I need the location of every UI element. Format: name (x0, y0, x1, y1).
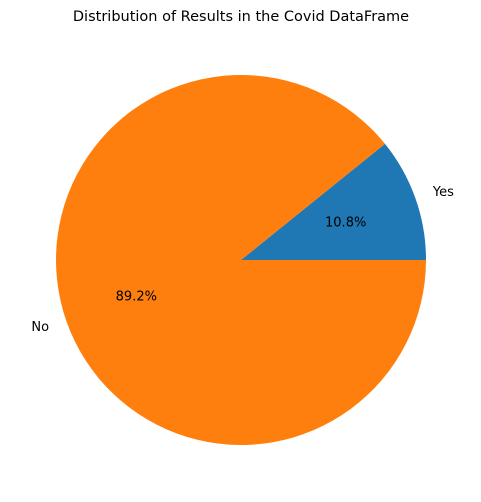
pie-slice-no (55, 74, 426, 446)
pie-slice-yes (241, 143, 426, 260)
slice-percent-yes: 10.8% (325, 216, 366, 231)
pie-labels: Yes 10.8% No 89.2% (31, 185, 454, 335)
chart-title: Distribution of Results in the Covid Dat… (73, 9, 409, 25)
slice-label-no: No (31, 320, 49, 335)
slice-label-yes: Yes (432, 185, 454, 200)
pie-slices (55, 74, 426, 446)
slice-percent-no: 89.2% (116, 289, 157, 304)
